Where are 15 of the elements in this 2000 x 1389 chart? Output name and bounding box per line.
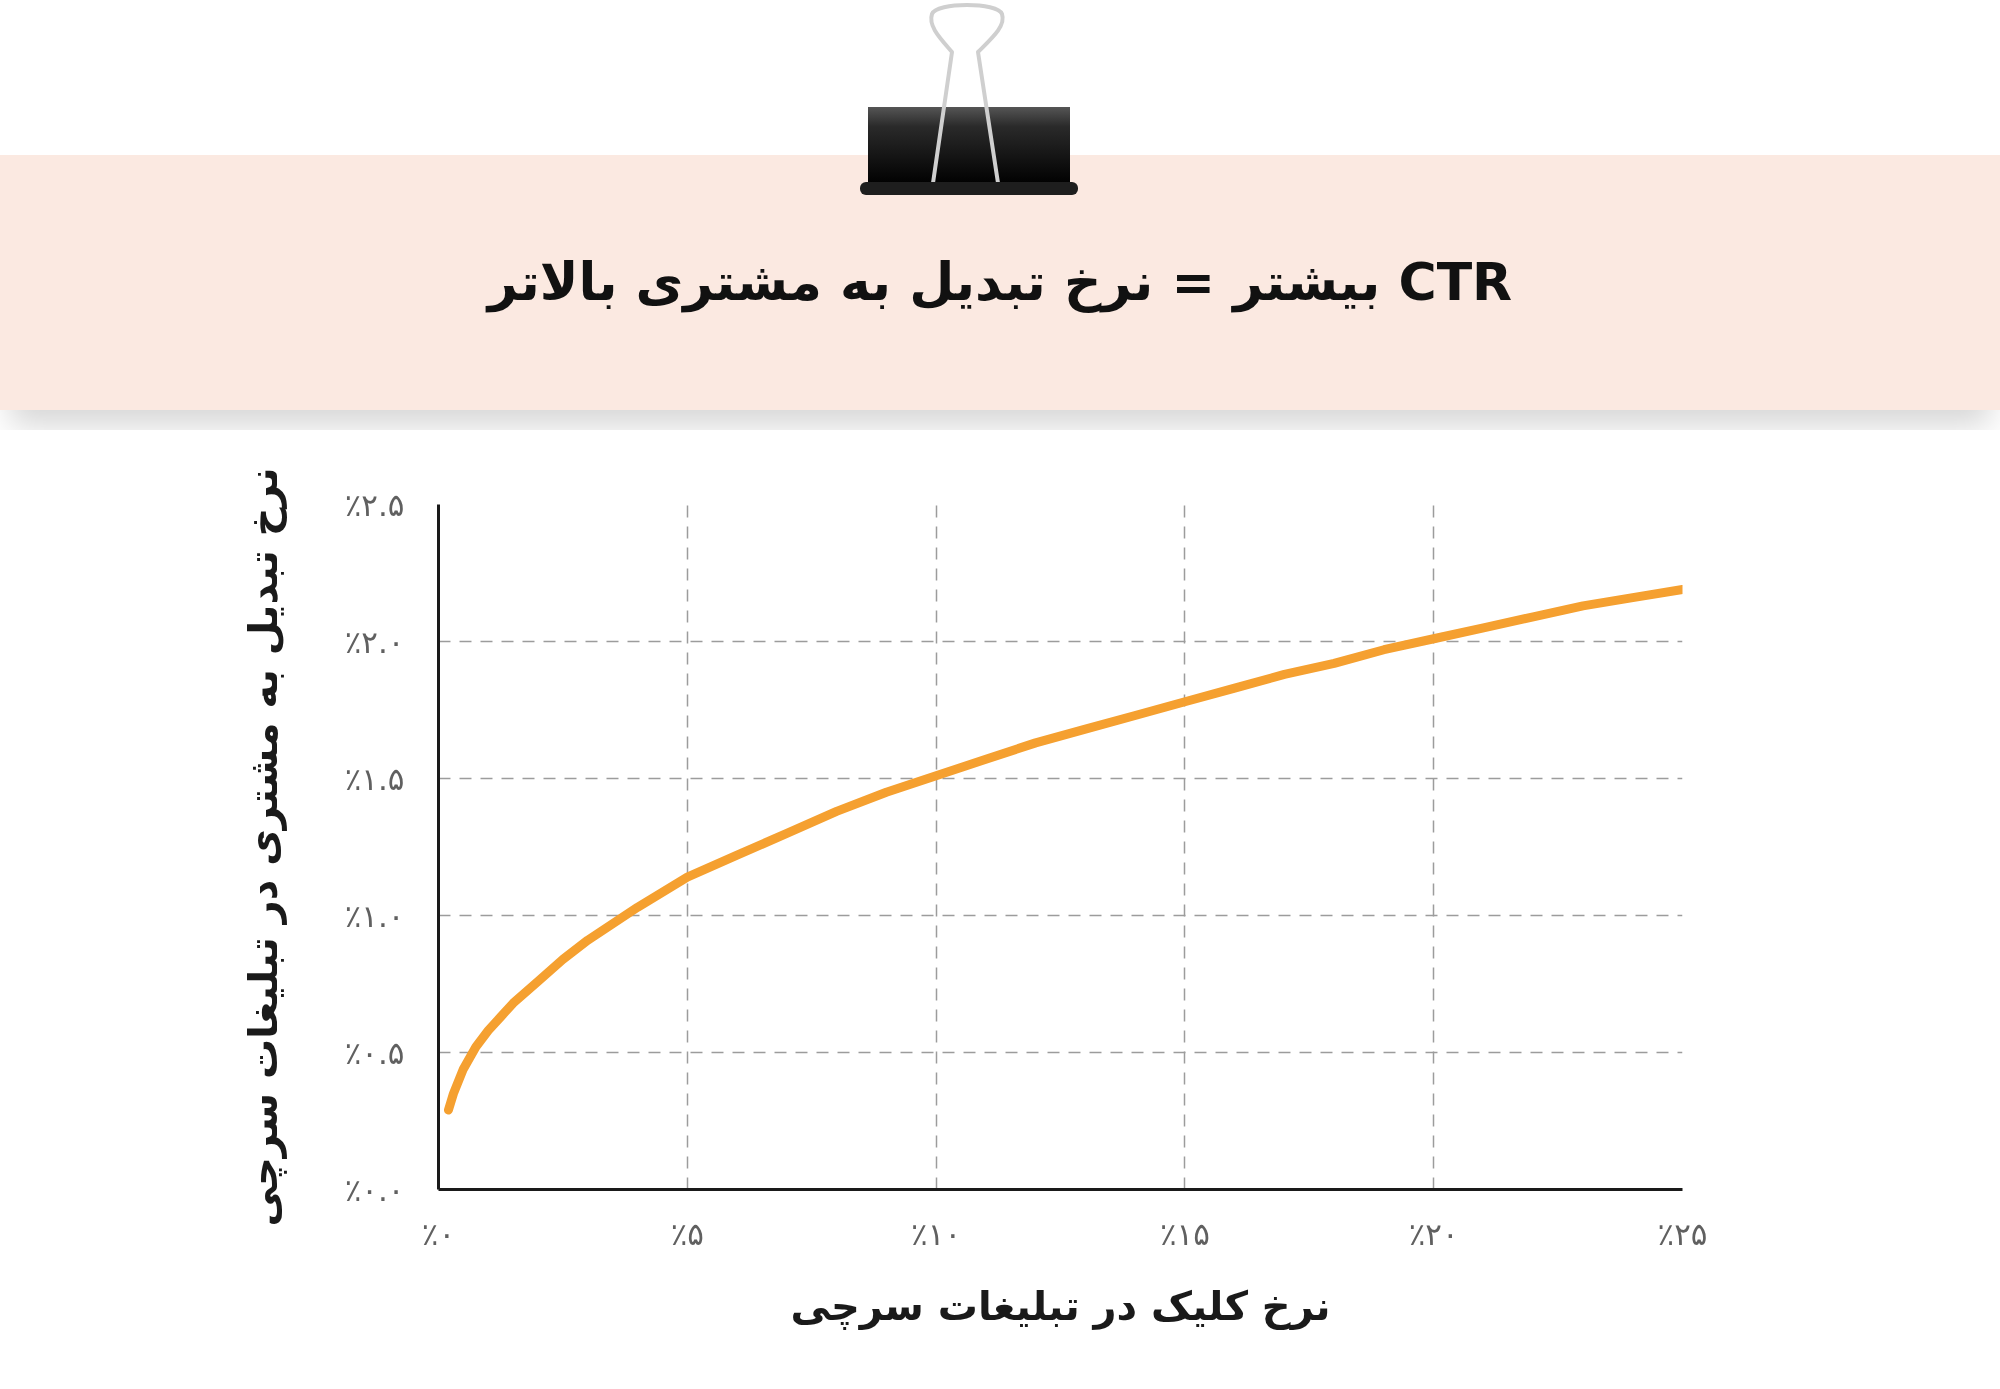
y-tick-label: ٪۰.۰ xyxy=(344,1171,405,1208)
y-tick-label: ٪۰.۵ xyxy=(344,1034,405,1071)
x-tick-label: ٪۰ xyxy=(421,1215,456,1252)
x-axis-title: نرخ کلیک در تبلیغات سرچی xyxy=(790,1282,1331,1330)
chart-title: CTR بیشتر = نرخ تبدیل به مشتری بالاتر xyxy=(484,251,1514,315)
y-tick-label: ٪۲.۰ xyxy=(344,623,405,660)
x-tick-label: ٪۲۵ xyxy=(1657,1215,1708,1252)
x-tick-label: ٪۲۰ xyxy=(1408,1215,1459,1252)
y-tick-label: ٪۱.۵ xyxy=(344,760,405,797)
x-tick-label: ٪۱۰ xyxy=(911,1215,962,1252)
y-tick-label: ٪۱.۰ xyxy=(344,897,405,934)
x-tick-label: ٪۱۵ xyxy=(1159,1215,1210,1252)
y-axis-title: نرخ تبدیل به مشتری در تبلیغات سرچی xyxy=(239,467,287,1227)
y-tick-label: ٪۲.۵ xyxy=(344,486,405,523)
x-tick-label: ٪۵ xyxy=(670,1215,704,1252)
